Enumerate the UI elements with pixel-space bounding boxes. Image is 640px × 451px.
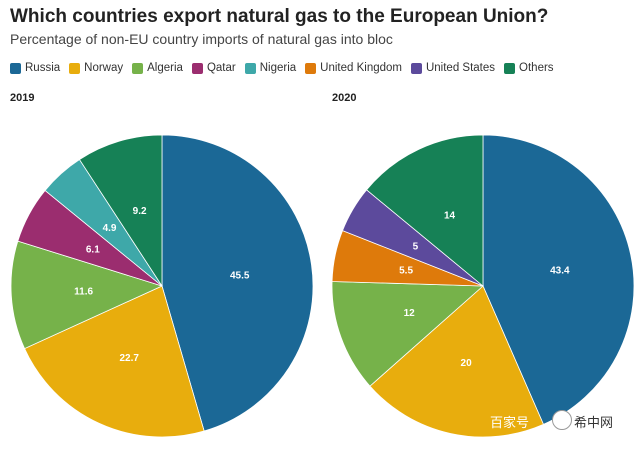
chart-subtitle: Percentage of non-EU country imports of … — [10, 31, 393, 47]
legend-swatch — [69, 62, 81, 74]
legend-swatch — [410, 62, 422, 74]
legend-label: Qatar — [206, 62, 236, 74]
legend-swatch — [10, 62, 21, 74]
data-label: 22.7 — [120, 353, 140, 364]
pie-slice-2019-russia — [161, 134, 314, 432]
legend-swatch — [305, 62, 317, 74]
legend-swatch — [244, 62, 256, 74]
legend-item-nigeria: Nigeria — [244, 62, 297, 74]
pie-slice-2019-norway — [24, 285, 205, 438]
data-label: 5.5 — [399, 266, 413, 277]
legend-label: Russia — [25, 62, 61, 74]
pie-slice-2020-algeria — [331, 281, 485, 387]
legend-label: United Kingdom — [320, 62, 402, 74]
legend: Russia Norway Algeria Qatar Nigeria Unit… — [10, 62, 554, 74]
pie-slice-2019-others — [78, 134, 163, 288]
data-label: 9.2 — [133, 206, 147, 217]
legend-label: Algeria — [147, 62, 183, 74]
pie-slice-2020-norway — [369, 285, 544, 438]
pie-slice-2020-russia — [482, 134, 635, 425]
legend-swatch — [191, 62, 203, 74]
data-label: 14 — [444, 210, 456, 221]
legend-label: United States — [425, 62, 496, 74]
data-label: 12 — [404, 308, 416, 319]
data-label: 20 — [461, 358, 473, 369]
legend-item-qatar: Qatar — [191, 62, 236, 74]
legend-label: Norway — [84, 62, 124, 74]
pie-slice-2019-algeria — [10, 240, 164, 350]
legend-swatch — [504, 62, 516, 74]
watermark-logo-icon — [552, 410, 572, 430]
pie-title-2020: 2020 — [332, 92, 357, 104]
data-label: 5 — [413, 242, 419, 253]
legend-item-norway: Norway — [69, 62, 123, 74]
legend-label: Nigeria — [259, 62, 297, 74]
legend-item-united-kingdom: United Kingdom — [305, 62, 402, 74]
watermark-left: 百家号 — [490, 415, 530, 430]
chart-title: Which countries export natural gas to th… — [10, 6, 549, 27]
legend-item-algeria: Algeria — [132, 62, 183, 74]
pie-title-2019: 2019 — [10, 92, 35, 104]
watermark-right: 希中网 — [574, 415, 614, 430]
data-label: 6.1 — [86, 244, 100, 255]
data-label: 45.5 — [230, 270, 250, 281]
data-label: 4.9 — [103, 223, 117, 234]
legend-item-russia: Russia — [10, 62, 60, 74]
pie-slice-2020-others — [366, 134, 484, 287]
legend-item-others: Others — [504, 62, 554, 74]
legend-item-united-states: United States — [410, 62, 496, 74]
legend-swatch — [132, 62, 144, 74]
data-label: 43.4 — [550, 265, 570, 276]
data-label: 11.6 — [74, 286, 93, 297]
legend-label: Others — [519, 62, 554, 74]
